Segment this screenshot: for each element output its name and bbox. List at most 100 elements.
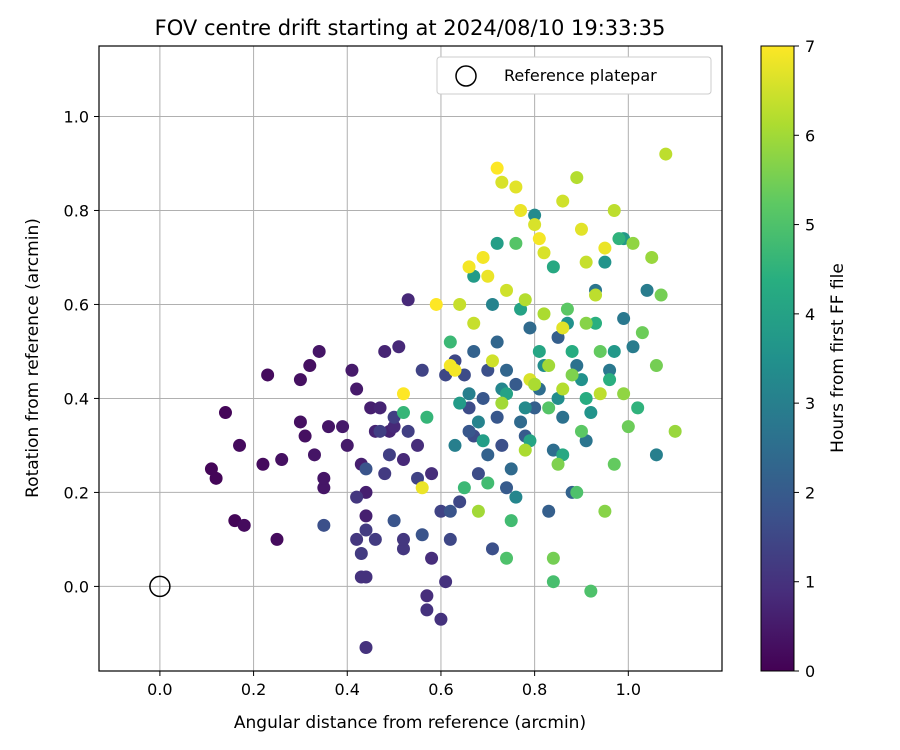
data-point	[359, 523, 373, 537]
legend-label: Reference platepar	[504, 66, 657, 85]
data-point	[359, 641, 373, 655]
data-point	[603, 373, 617, 387]
data-point	[275, 453, 289, 467]
data-point	[218, 406, 232, 420]
data-point	[490, 161, 504, 175]
colorbar-label: Hours from first FF file	[828, 263, 848, 453]
data-point	[453, 297, 467, 311]
data-point	[631, 401, 645, 415]
y-tick-label: 0.2	[64, 483, 89, 502]
data-point	[387, 514, 401, 528]
data-point	[387, 420, 401, 434]
data-point	[462, 424, 476, 438]
data-point	[532, 232, 546, 246]
data-point	[476, 434, 490, 448]
data-point	[476, 250, 490, 264]
data-point	[617, 312, 631, 326]
data-point	[293, 373, 307, 387]
data-point	[537, 246, 551, 260]
data-point	[565, 368, 579, 382]
data-point	[556, 410, 570, 424]
data-point	[443, 335, 457, 349]
data-point	[621, 420, 635, 434]
data-point	[462, 260, 476, 274]
data-point	[659, 147, 673, 161]
data-point	[551, 457, 565, 471]
data-point	[256, 457, 270, 471]
colorbar-tick-label: 5	[805, 216, 815, 235]
data-point	[270, 532, 284, 546]
data-point	[593, 344, 607, 358]
data-point	[345, 363, 359, 377]
legend: Reference platepar	[436, 56, 712, 95]
data-point	[350, 532, 364, 546]
data-point	[298, 429, 312, 443]
data-point	[415, 528, 429, 542]
data-point	[293, 415, 307, 429]
data-point	[574, 222, 588, 236]
y-axis-ticks: 0.0 0.2 0.4 0.6 0.8 1.0	[64, 107, 99, 596]
data-point	[312, 344, 326, 358]
data-point	[378, 344, 392, 358]
data-point	[476, 391, 490, 405]
data-point	[396, 387, 410, 401]
data-point	[500, 481, 514, 495]
y-tick-label: 1.0	[64, 107, 89, 126]
data-point	[462, 387, 476, 401]
data-point	[546, 575, 560, 589]
x-axis-label: Angular distance from reference (arcmin)	[234, 713, 586, 733]
data-point	[471, 467, 485, 481]
data-point	[589, 288, 603, 302]
data-point	[542, 401, 556, 415]
x-tick-label: 0.8	[522, 680, 547, 699]
data-point	[378, 467, 392, 481]
data-point	[237, 518, 251, 532]
data-point	[500, 363, 514, 377]
data-point	[556, 321, 570, 335]
data-point	[504, 514, 518, 528]
legend-box	[436, 56, 712, 95]
data-point	[322, 420, 336, 434]
data-point	[495, 438, 509, 452]
data-point	[209, 471, 223, 485]
data-point	[593, 387, 607, 401]
data-point	[617, 387, 631, 401]
data-point	[518, 401, 532, 415]
data-point	[415, 481, 429, 495]
y-axis-label: Rotation from reference (arcmin)	[23, 218, 43, 498]
legend-marker-icon	[455, 65, 477, 87]
data-point	[233, 438, 247, 452]
y-tick-label: 0.8	[64, 201, 89, 220]
grid	[99, 46, 722, 671]
colorbar-tick-label: 1	[805, 573, 815, 592]
data-point	[481, 269, 495, 283]
y-tick-label: 0.6	[64, 295, 89, 314]
data-point	[425, 551, 439, 565]
data-point	[425, 467, 439, 481]
data-point	[607, 344, 621, 358]
data-point	[589, 316, 603, 330]
data-point	[411, 438, 425, 452]
colorbar-tick-label: 7	[805, 37, 815, 56]
data-point	[635, 326, 649, 340]
data-point	[612, 232, 626, 246]
y-tick-label: 0.4	[64, 389, 89, 408]
data-point	[396, 453, 410, 467]
colorbar-tick-label: 3	[805, 394, 815, 413]
data-point	[532, 344, 546, 358]
reference-point-marker	[149, 575, 171, 598]
colorbar-tick-label: 0	[805, 662, 815, 681]
data-point	[537, 307, 551, 321]
data-point	[546, 551, 560, 565]
data-point	[598, 241, 612, 255]
data-point	[528, 208, 542, 222]
data-point	[364, 401, 378, 415]
data-point	[396, 532, 410, 546]
data-point	[420, 589, 434, 603]
data-point	[598, 504, 612, 518]
x-tick-label: 0.2	[241, 680, 266, 699]
data-point	[401, 424, 415, 438]
x-tick-label: 0.4	[335, 680, 360, 699]
x-tick-label: 1.0	[616, 680, 641, 699]
data-point	[392, 340, 406, 354]
